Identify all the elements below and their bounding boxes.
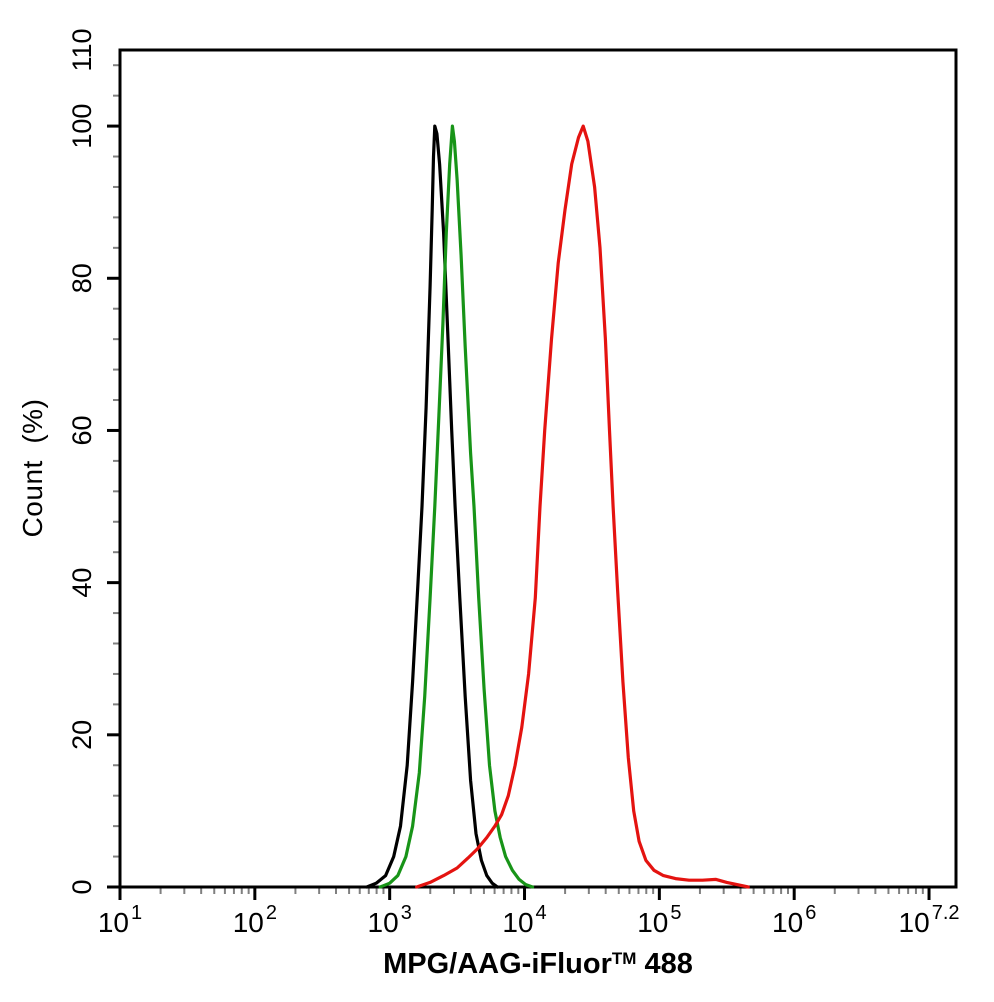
x-axis-tick-label: 10 4 (502, 902, 546, 938)
x-axis-tick-label: 10 6 (772, 902, 816, 938)
x-axis-tick-label: 10 1 (98, 902, 142, 938)
y-axis-title: Count (%) (17, 398, 48, 538)
x-axis-title-tail: 488 (636, 948, 693, 980)
curve-red-histogram (415, 124, 750, 889)
x-axis-tick-label: 10 2 (233, 902, 277, 938)
x-axis-tick-label: 10 5 (637, 902, 681, 938)
x-axis-title: MPG/AAG-iFluorTM 488 (120, 948, 956, 981)
y-axis-top-tick-label: 110 (67, 28, 97, 71)
y-axis-tick-label: 60 (67, 415, 97, 445)
y-axis-tick-label: 40 (67, 568, 97, 598)
y-axis-tick-label: 100 (67, 104, 97, 149)
y-axis-tick-label: 0 (67, 879, 97, 894)
x-axis-tick-label: 10 7.2 (899, 902, 960, 938)
curve-black-histogram (365, 124, 500, 889)
y-axis-tick-label: 80 (67, 263, 97, 293)
x-axis-title-main: MPG/AAG-iFluor (383, 948, 612, 980)
curve-green-histogram (378, 124, 535, 889)
y-axis-tick-label: 20 (67, 720, 97, 750)
plot-border (118, 48, 958, 889)
x-axis-tick-label: 10 3 (368, 902, 412, 938)
trademark-superscript: TM (611, 949, 637, 968)
